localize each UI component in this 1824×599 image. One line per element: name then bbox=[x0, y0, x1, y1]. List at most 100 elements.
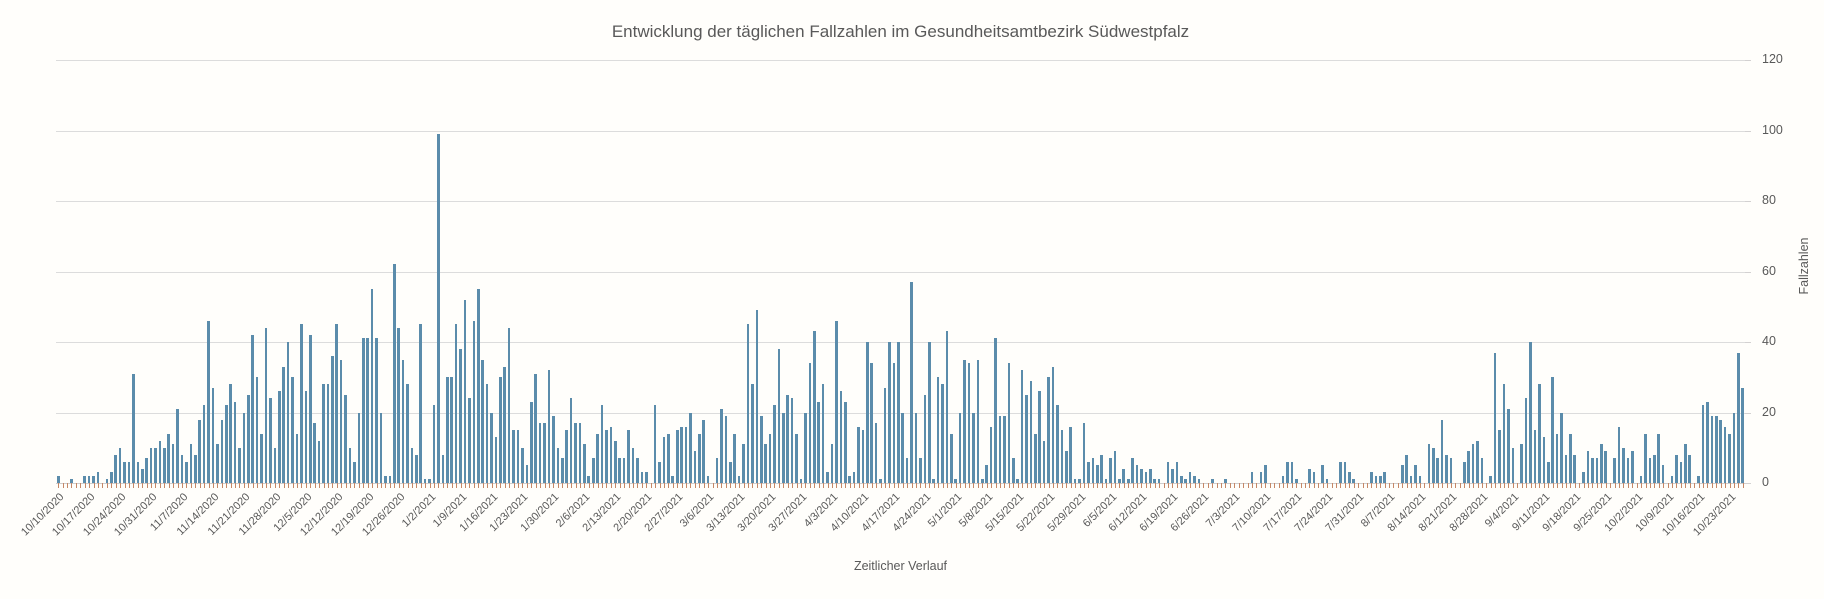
x-axis-tick bbox=[168, 483, 170, 488]
x-axis-tick bbox=[1618, 483, 1620, 488]
x-axis-tick bbox=[761, 483, 763, 488]
x-axis-tick bbox=[562, 483, 564, 488]
x-axis-tick bbox=[999, 483, 1001, 488]
bar bbox=[286, 342, 290, 483]
bar bbox=[680, 426, 683, 483]
bar bbox=[123, 461, 126, 483]
x-axis-tick bbox=[1092, 483, 1094, 488]
bar bbox=[1569, 433, 1572, 483]
x-axis-tick bbox=[208, 483, 210, 488]
x-axis-tick bbox=[257, 483, 259, 488]
bar bbox=[737, 475, 741, 483]
x-axis-tick bbox=[1446, 483, 1448, 488]
bar bbox=[1131, 458, 1134, 483]
bar bbox=[401, 359, 405, 483]
bar bbox=[1538, 384, 1541, 483]
x-axis-tick bbox=[1229, 483, 1231, 488]
bar bbox=[1378, 475, 1382, 483]
x-axis-tick bbox=[354, 483, 356, 488]
x-axis-tick bbox=[929, 483, 931, 488]
bar bbox=[1051, 366, 1055, 483]
bar bbox=[247, 394, 250, 483]
bar bbox=[163, 447, 166, 483]
x-axis-tick bbox=[1181, 483, 1183, 488]
bar bbox=[967, 363, 971, 483]
bar bbox=[976, 359, 980, 483]
bar bbox=[870, 363, 874, 483]
bar bbox=[636, 458, 639, 483]
bar bbox=[994, 338, 997, 483]
bar bbox=[185, 461, 188, 483]
x-axis-tick bbox=[199, 483, 201, 488]
x-axis-tick bbox=[1548, 483, 1550, 488]
x-axis-tick bbox=[1070, 483, 1072, 488]
bar bbox=[494, 437, 498, 483]
x-axis-tick bbox=[1415, 483, 1417, 488]
bar bbox=[782, 412, 785, 483]
bar bbox=[1591, 458, 1594, 483]
x-axis-tick bbox=[668, 483, 670, 488]
bar bbox=[835, 320, 838, 483]
bar bbox=[1339, 461, 1342, 483]
x-axis-tick bbox=[1278, 483, 1280, 488]
x-axis-tick bbox=[1128, 483, 1130, 488]
bar bbox=[392, 264, 396, 483]
x-axis-tick bbox=[721, 483, 723, 488]
x-axis-tick bbox=[1552, 483, 1554, 488]
bar bbox=[773, 405, 776, 483]
x-axis-tick bbox=[1636, 483, 1638, 488]
bar bbox=[481, 359, 484, 483]
x-axis-tick bbox=[270, 483, 272, 488]
x-axis-tick bbox=[1667, 483, 1669, 488]
bar bbox=[410, 447, 414, 483]
x-axis-tick bbox=[1353, 483, 1355, 488]
x-axis-tick bbox=[889, 483, 891, 488]
x-axis-tick bbox=[1097, 483, 1099, 488]
x-axis-tick bbox=[818, 483, 820, 488]
x-axis-tick bbox=[367, 483, 369, 488]
x-axis-tick bbox=[1596, 483, 1598, 488]
x-axis-tick bbox=[80, 483, 82, 488]
bar bbox=[565, 430, 568, 483]
bar bbox=[1520, 444, 1523, 483]
bar bbox=[56, 475, 60, 483]
bar bbox=[799, 479, 803, 483]
bar bbox=[914, 412, 918, 483]
bar bbox=[1449, 458, 1453, 483]
bar bbox=[348, 447, 352, 483]
x-axis-tick bbox=[1455, 483, 1457, 488]
bar bbox=[684, 426, 688, 483]
bar bbox=[1467, 451, 1470, 483]
x-axis-tick bbox=[942, 483, 944, 488]
bar bbox=[1259, 472, 1263, 483]
x-axis-tick bbox=[133, 483, 135, 488]
x-axis-tick bbox=[602, 483, 604, 488]
x-axis-tick bbox=[544, 483, 546, 488]
bar bbox=[1661, 465, 1665, 483]
x-axis-tick bbox=[1738, 483, 1740, 488]
bar bbox=[919, 458, 922, 483]
bar bbox=[552, 416, 555, 483]
x-axis-tick bbox=[951, 483, 953, 488]
bar bbox=[242, 412, 246, 483]
bar bbox=[583, 444, 586, 483]
y-tick-label: 60 bbox=[1762, 263, 1776, 278]
x-axis-tick bbox=[1424, 483, 1426, 488]
x-axis-tick bbox=[655, 483, 657, 488]
x-axis-tick bbox=[1384, 483, 1386, 488]
bar bbox=[379, 412, 383, 483]
x-axis-tick bbox=[177, 483, 179, 488]
x-axis-tick bbox=[1534, 483, 1536, 488]
bar bbox=[972, 412, 975, 483]
x-axis-tick bbox=[805, 483, 807, 488]
x-axis-tick bbox=[1318, 483, 1320, 488]
x-axis-tick bbox=[712, 483, 714, 488]
bar bbox=[1418, 475, 1422, 483]
x-axis-tick bbox=[438, 483, 440, 488]
x-axis-tick bbox=[1225, 483, 1227, 488]
y-axis-tick bbox=[1745, 201, 1751, 202]
x-axis-tick bbox=[1322, 483, 1324, 488]
gridline bbox=[56, 60, 1745, 61]
x-axis-tick bbox=[1468, 483, 1470, 488]
x-axis-tick bbox=[1632, 483, 1634, 488]
